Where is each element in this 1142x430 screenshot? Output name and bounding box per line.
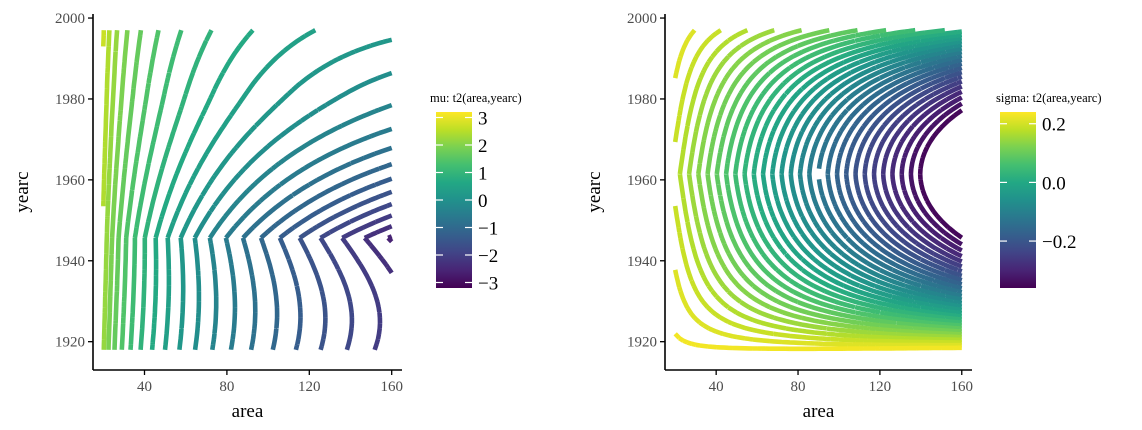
contour-level: [223, 126, 393, 350]
x-tick-label: 120: [298, 379, 321, 395]
colorbar-label: −2: [478, 246, 498, 267]
colorbar-label: 1: [478, 164, 488, 185]
x-tick-label: 160: [951, 379, 974, 395]
x-tick-label: 80: [791, 379, 806, 395]
legend-title: sigma: t2(area,yearc): [996, 91, 1102, 105]
colorbar-label: −3: [478, 274, 498, 295]
contour-level: [751, 29, 963, 319]
sigma-contour-panel: 40 80 120 160 1920 1940 1960 1980 2000 area yearc s…: [584, 11, 1102, 422]
colorbar-label: 0.2: [1042, 115, 1066, 136]
contour-level: [899, 95, 963, 253]
colorbar-label: −0.2: [1042, 232, 1076, 253]
contour-level: [101, 30, 107, 47]
x-tick-label: 120: [869, 379, 892, 395]
y-tick-label: 1940: [55, 254, 85, 270]
contour-level: [340, 213, 393, 351]
contour-level: [672, 28, 962, 345]
colorbar-legend: mu: t2(area,yearc) 3 2 1 0 −1 −2 −3: [430, 91, 522, 295]
contour-level: [890, 89, 963, 259]
y-axis-title: yearc: [584, 171, 605, 212]
contour-level: [177, 37, 393, 351]
contour-level: [714, 27, 962, 331]
contour-level: [816, 53, 963, 295]
y-tick-label: 1920: [627, 335, 657, 351]
contour-level: [672, 28, 962, 348]
y-tick-label: 1920: [55, 335, 85, 351]
contour-level: [807, 49, 963, 299]
contour-level: [128, 29, 184, 350]
contour-level: [862, 74, 963, 274]
contour-level: [733, 27, 962, 325]
contour-level: [677, 28, 962, 343]
colorbar-label: 3: [478, 109, 488, 130]
contour-level: [723, 27, 962, 328]
contour-level: [138, 29, 214, 350]
y-tick-label: 1980: [627, 92, 657, 108]
contour-level: [149, 28, 255, 351]
contour-level: [788, 42, 963, 306]
contour-level: [258, 162, 393, 351]
contour-level: [760, 32, 963, 316]
contour-level: [686, 27, 962, 340]
y-tick-label: 1980: [55, 92, 85, 108]
y-tick-label: 2000: [55, 11, 85, 27]
legend-title: mu: t2(area,yearc): [430, 91, 522, 105]
contour-level: [318, 201, 393, 351]
contour-level: [277, 176, 393, 351]
contour-level: [880, 84, 963, 264]
y-tick-label: 1960: [627, 173, 657, 189]
contour-level: [240, 145, 393, 351]
contour-level: [119, 29, 161, 350]
x-tick-label: 160: [380, 379, 403, 395]
colorbar-legend: sigma: t2(area,yearc) 0.2 0.0 −0.2: [996, 91, 1102, 288]
contour-level: [297, 189, 393, 351]
y-tick-label: 1960: [55, 173, 85, 189]
contour-level: [834, 61, 963, 287]
contour-level: [362, 224, 394, 275]
y-tick-label: 1940: [627, 254, 657, 270]
contour-level: [192, 70, 393, 351]
x-axis-title: area: [232, 401, 264, 422]
x-tick-label: 80: [219, 379, 234, 395]
colorbar: [1000, 112, 1036, 288]
contour-level: [112, 29, 144, 350]
contour-level: [843, 65, 963, 283]
contour-level: [673, 332, 962, 352]
y-axis-title: yearc: [12, 171, 33, 212]
contour-level: [386, 234, 394, 244]
colorbar-label: 2: [478, 136, 488, 157]
x-axis-title: area: [803, 401, 835, 422]
contour-level: [705, 27, 962, 334]
contour-level: [106, 29, 130, 350]
contour-level: [779, 39, 963, 309]
contour-lines: [101, 28, 394, 351]
contour-level: [101, 30, 120, 350]
contour-level: [742, 27, 963, 322]
contour-level: [853, 69, 963, 279]
x-tick-label: 40: [137, 379, 152, 395]
colorbar-label: 0.0: [1042, 173, 1066, 194]
mu-contour-panel: 40 80 120 16019201940196019802000areayearcm…: [12, 11, 522, 422]
contour-level: [871, 79, 963, 269]
contour-level: [101, 30, 112, 207]
colorbar-label: 0: [478, 191, 488, 212]
contour-level: [825, 57, 963, 291]
contour-level: [797, 46, 963, 302]
contour-level: [696, 27, 962, 337]
y-tick-label: 2000: [627, 11, 657, 27]
x-tick-label: 40: [709, 379, 724, 395]
colorbar-label: −1: [478, 219, 498, 240]
contour-level: [770, 35, 963, 313]
contour-level: [207, 102, 393, 351]
contour-level: [917, 108, 964, 240]
contour-lines: [672, 27, 964, 352]
contour-level: [162, 28, 317, 351]
contour-level: [908, 101, 963, 247]
